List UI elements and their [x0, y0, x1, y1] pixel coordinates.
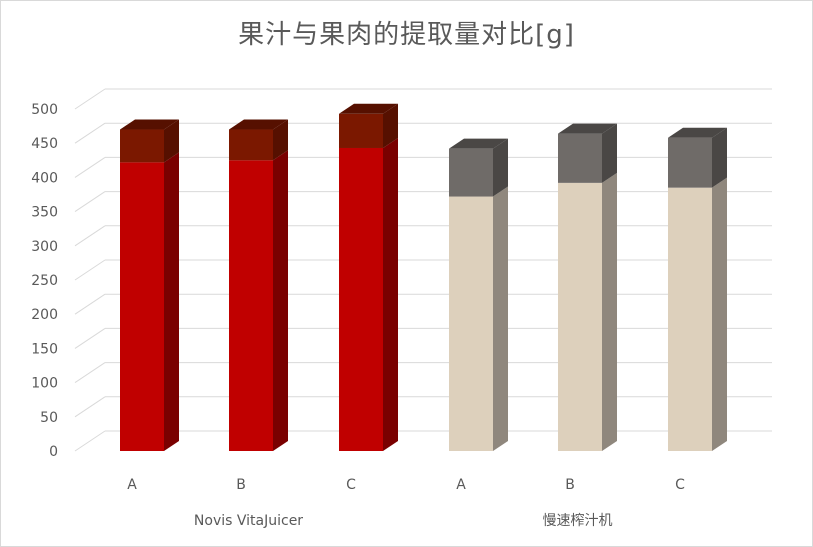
bar-bottom-side [164, 152, 179, 452]
bar-pulp [558, 133, 602, 183]
x-group-label: Novis VitaJuicer [194, 513, 303, 529]
y-tick-label: 150 [31, 341, 58, 357]
x-category-label: A [456, 477, 466, 493]
y-tick-label: 300 [31, 239, 58, 255]
x-category-label: C [675, 477, 685, 493]
y-tick-label: 350 [31, 205, 58, 221]
grid-line-diagonal [74, 293, 106, 315]
bar-bottom-side [383, 137, 398, 451]
chart-title: 果汁与果肉的提取量对比[g] [238, 20, 575, 50]
x-category-label: C [346, 477, 356, 493]
bar-top-side [164, 119, 179, 163]
y-tick-label: 0 [49, 444, 58, 460]
grid-line-diagonal [74, 430, 106, 452]
bar-juice [558, 182, 602, 451]
x-category-label: B [565, 477, 575, 493]
grid-line-diagonal [74, 191, 106, 213]
grid-line-diagonal [74, 122, 106, 144]
x-category-label: A [127, 477, 137, 493]
bar-top-cap [339, 103, 398, 114]
bar-juice [339, 147, 383, 451]
bar-top-side [273, 119, 288, 161]
y-tick-label: 250 [31, 273, 58, 289]
bar-bottom-side [493, 186, 508, 451]
bar-top-side [383, 103, 398, 148]
bar-pulp [339, 113, 383, 148]
y-tick-label: 100 [31, 376, 58, 392]
y-tick-label: 400 [31, 170, 58, 186]
grid-line-diagonal [74, 156, 106, 178]
grid-line-diagonal [74, 88, 106, 110]
y-tick-label: 50 [40, 410, 58, 426]
grid-line-diagonal [74, 327, 106, 349]
x-category-label: B [236, 477, 246, 493]
bar-juice [449, 196, 493, 451]
bar-top-cap [449, 138, 508, 149]
bar-pulp [120, 129, 164, 163]
bar-bottom-side [273, 150, 288, 452]
bar-juice [229, 160, 273, 452]
bar-top-cap [668, 127, 727, 138]
bar-juice [668, 187, 712, 451]
grid-line-diagonal [74, 225, 106, 247]
grid-line-diagonal [74, 259, 106, 281]
bar-pulp [229, 129, 273, 161]
grid-lines: 0 50 100 150 200 250 300 350 400 450 500 [31, 88, 772, 460]
bar-bottom-side [602, 172, 617, 451]
y-tick-label: 200 [31, 307, 58, 323]
grid-line-diagonal [74, 396, 106, 418]
bar-top-side [602, 123, 617, 183]
bar-top-side [712, 127, 727, 188]
bar-top-cap [229, 119, 288, 130]
bar-top-side [493, 138, 508, 197]
bar-pulp [449, 148, 493, 197]
bar-pulp [668, 137, 712, 188]
x-group-label: 慢速榨汁机 [543, 512, 613, 529]
bar-top-cap [120, 119, 179, 130]
grid-line-diagonal [74, 362, 106, 384]
bar-top-cap [558, 123, 617, 134]
bar-bottom-side [712, 177, 727, 451]
y-tick-label: 500 [31, 102, 58, 118]
y-tick-label: 450 [31, 136, 58, 152]
bar-juice [120, 162, 164, 452]
